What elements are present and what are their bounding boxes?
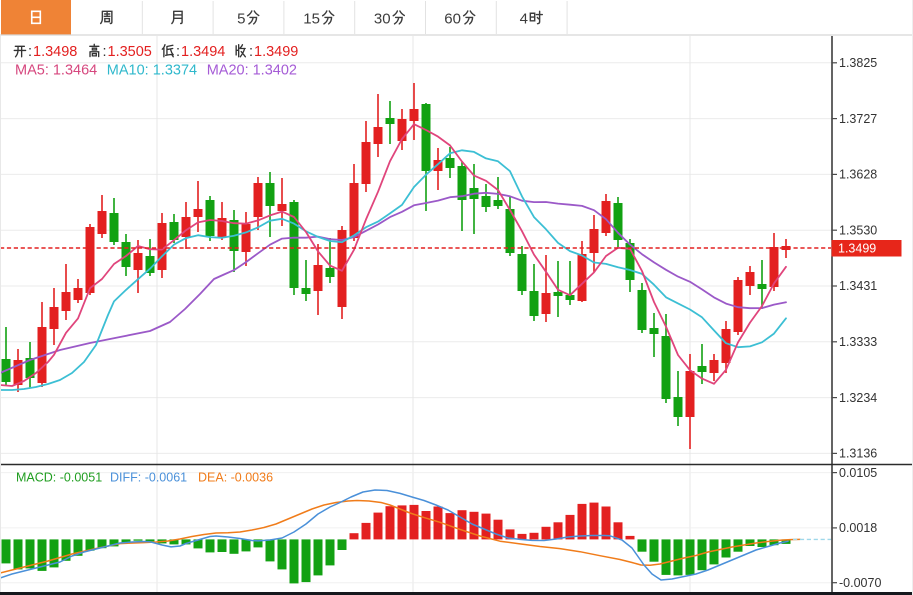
svg-text:1.3499: 1.3499 (838, 242, 876, 256)
svg-text::: : (103, 44, 107, 60)
svg-text:0.0018: 0.0018 (839, 521, 877, 535)
svg-text:DIFF: -0.0061: DIFF: -0.0061 (110, 471, 187, 485)
svg-text:MACD: -0.0051: MACD: -0.0051 (16, 471, 102, 485)
svg-text:-0.0070: -0.0070 (839, 576, 881, 590)
svg-text:1.3431: 1.3431 (839, 279, 877, 293)
svg-text:MA20: 1.3402: MA20: 1.3402 (207, 63, 297, 79)
svg-text:1.3333: 1.3333 (839, 335, 877, 349)
svg-text:DEA: -0.0036: DEA: -0.0036 (198, 471, 273, 485)
svg-text:1.3499: 1.3499 (254, 44, 298, 60)
svg-text:1.3628: 1.3628 (839, 168, 877, 182)
svg-text:1.3498: 1.3498 (33, 44, 77, 60)
svg-text:1.3234: 1.3234 (839, 391, 877, 405)
svg-text:5: 5 (237, 11, 245, 28)
svg-text:0.0105: 0.0105 (839, 466, 877, 480)
svg-text:1.3136: 1.3136 (839, 447, 877, 461)
svg-text::: : (176, 44, 180, 60)
svg-text::: : (28, 44, 32, 60)
svg-text:60: 60 (444, 11, 461, 28)
svg-text:30: 30 (374, 11, 391, 28)
svg-text:MA5: 1.3464: MA5: 1.3464 (15, 63, 97, 79)
svg-text:15: 15 (303, 11, 320, 28)
svg-text:1.3505: 1.3505 (108, 44, 152, 60)
svg-text:1.3727: 1.3727 (839, 112, 877, 126)
svg-text:4: 4 (520, 11, 528, 28)
svg-text:1.3825: 1.3825 (839, 56, 877, 70)
svg-text::: : (249, 44, 253, 60)
svg-text:1.3530: 1.3530 (839, 223, 877, 237)
svg-text:MA10: 1.3374: MA10: 1.3374 (107, 63, 197, 79)
svg-text:1.3494: 1.3494 (181, 44, 225, 60)
